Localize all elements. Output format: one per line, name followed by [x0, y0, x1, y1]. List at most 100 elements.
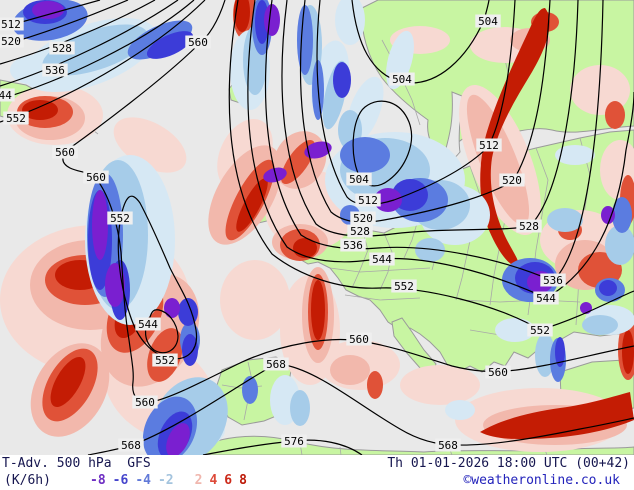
contour-label: 560	[135, 396, 155, 409]
land-north-africa	[182, 435, 634, 455]
contour-label-box	[516, 219, 542, 233]
contour-label-box	[476, 138, 502, 152]
legend-bar: T-Adv. 500 hPa GFS (K/6h) -8 -6 -4 -2 2 4 6 8 T…	[0, 455, 634, 490]
contour-label-box	[118, 438, 144, 452]
contour-544-main	[247, 0, 634, 299]
contour-label: 544	[536, 292, 556, 305]
contour-label-box	[540, 273, 566, 287]
scale-value: 8	[239, 473, 247, 488]
contour-label-box	[475, 14, 501, 28]
units-label: (K/6h)	[4, 473, 51, 488]
contour-536-nw	[0, 0, 179, 87]
advection-shading	[0, 0, 634, 455]
contour-label-box	[369, 252, 395, 266]
contour-504-trough	[351, 0, 490, 84]
contour-label-box	[185, 35, 211, 49]
contour-label: 560	[55, 146, 75, 159]
contour-label: 512	[358, 194, 378, 207]
contour-label-box	[0, 17, 24, 31]
scale-value: 4	[209, 473, 218, 488]
contour-label-box	[346, 172, 372, 186]
contour-label: 536	[543, 274, 563, 287]
contour-label-box	[83, 170, 109, 184]
contour-label: 552	[394, 280, 414, 293]
contour-label: 552	[155, 354, 175, 367]
contour-label: 560	[188, 36, 208, 49]
contour-label: 528	[519, 220, 539, 233]
contour-label: 560	[488, 366, 508, 379]
scale-value: -4	[135, 473, 151, 488]
scale-value: 6	[224, 473, 233, 488]
contour-label-box	[42, 63, 68, 77]
copyright-text: ©weatheronline.co.uk	[463, 473, 620, 488]
contour-label-box	[49, 41, 75, 55]
contour-552-cutoff-low	[117, 195, 198, 360]
contour-label: 528	[52, 42, 72, 55]
contour-label-box	[347, 224, 373, 238]
contour-labels: 5125205285365445525605605605525445525605…	[0, 14, 566, 452]
contour-label: 536	[45, 64, 65, 77]
contour-label: 568	[266, 358, 286, 371]
contour-528-nw	[0, 0, 156, 65]
contour-label: 512	[479, 139, 499, 152]
contour-label-box	[435, 438, 461, 452]
contour-label: 520	[502, 174, 522, 187]
contour-label: 504	[349, 173, 369, 186]
contour-label-box	[135, 317, 161, 331]
contour-label-box	[0, 88, 15, 102]
contour-label-box	[52, 145, 78, 159]
contour-label-box	[391, 279, 417, 293]
contour-label: 544	[0, 89, 12, 102]
contour-label: 520	[1, 35, 21, 48]
contour-label: 504	[478, 15, 498, 28]
contour-label: 512	[1, 18, 21, 31]
contour-536-main	[264, 0, 604, 282]
map-area: 5125205285365445525605605605525445525605…	[0, 0, 634, 455]
contour-544-cutoff-low	[144, 309, 179, 354]
contour-label: 552	[530, 324, 550, 337]
contour-label-box	[350, 211, 376, 225]
scale-value: -2	[157, 473, 174, 488]
contour-label: 576	[284, 435, 304, 448]
contour-528-main	[281, 0, 579, 237]
contour-label-box	[281, 434, 307, 448]
contour-label-box	[263, 357, 289, 371]
scale-value: -8	[90, 473, 106, 488]
contour-568	[87, 364, 634, 455]
contour-512-main	[316, 0, 516, 206]
contour-label: 560	[349, 333, 369, 346]
contour-label: 544	[138, 318, 158, 331]
contour-label-box	[485, 365, 511, 379]
valid-datetime: Th 01-01-2026 18:00 UTC (00+42)	[387, 456, 630, 471]
scale-value: -6	[112, 473, 129, 488]
contour-label: 504	[392, 73, 412, 86]
scale-value: 2	[194, 473, 203, 488]
map-title: T-Adv. 500 hPa GFS	[2, 456, 151, 471]
contour-label: 528	[350, 225, 370, 238]
warm-advection-band-southeast	[480, 392, 634, 440]
color-scale: -8 -6 -4 -2 2 4 6 8	[90, 473, 254, 488]
contour-label-box	[527, 323, 553, 337]
contour-label-box	[533, 291, 559, 305]
contour-label-box	[340, 238, 366, 252]
contour-label: 544	[372, 253, 392, 266]
contour-label-box	[346, 332, 372, 346]
contour-label-box	[132, 395, 158, 409]
contour-label-box	[107, 211, 133, 225]
contour-504-low	[352, 100, 413, 187]
contour-label: 568	[121, 439, 141, 452]
contour-label: 552	[110, 212, 130, 225]
contour-label-box	[499, 173, 525, 187]
contour-label: 520	[353, 212, 373, 225]
contour-label-box	[0, 34, 24, 48]
map-canvas: 5125205285365445525605605605525445525605…	[0, 0, 634, 455]
contour-label-box	[389, 72, 415, 86]
warm-advection-band-east	[480, 8, 550, 267]
contour-label-box	[152, 353, 178, 367]
contour-label-box	[3, 111, 29, 125]
contour-label: 568	[438, 439, 458, 452]
contour-label: 560	[86, 171, 106, 184]
contour-label: 552	[6, 112, 26, 125]
contour-520-main	[299, 0, 551, 223]
